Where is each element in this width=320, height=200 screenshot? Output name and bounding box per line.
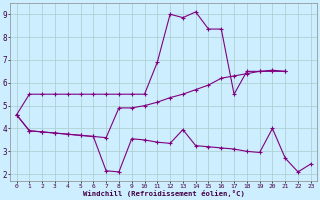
X-axis label: Windchill (Refroidissement éolien,°C): Windchill (Refroidissement éolien,°C) <box>83 190 244 197</box>
